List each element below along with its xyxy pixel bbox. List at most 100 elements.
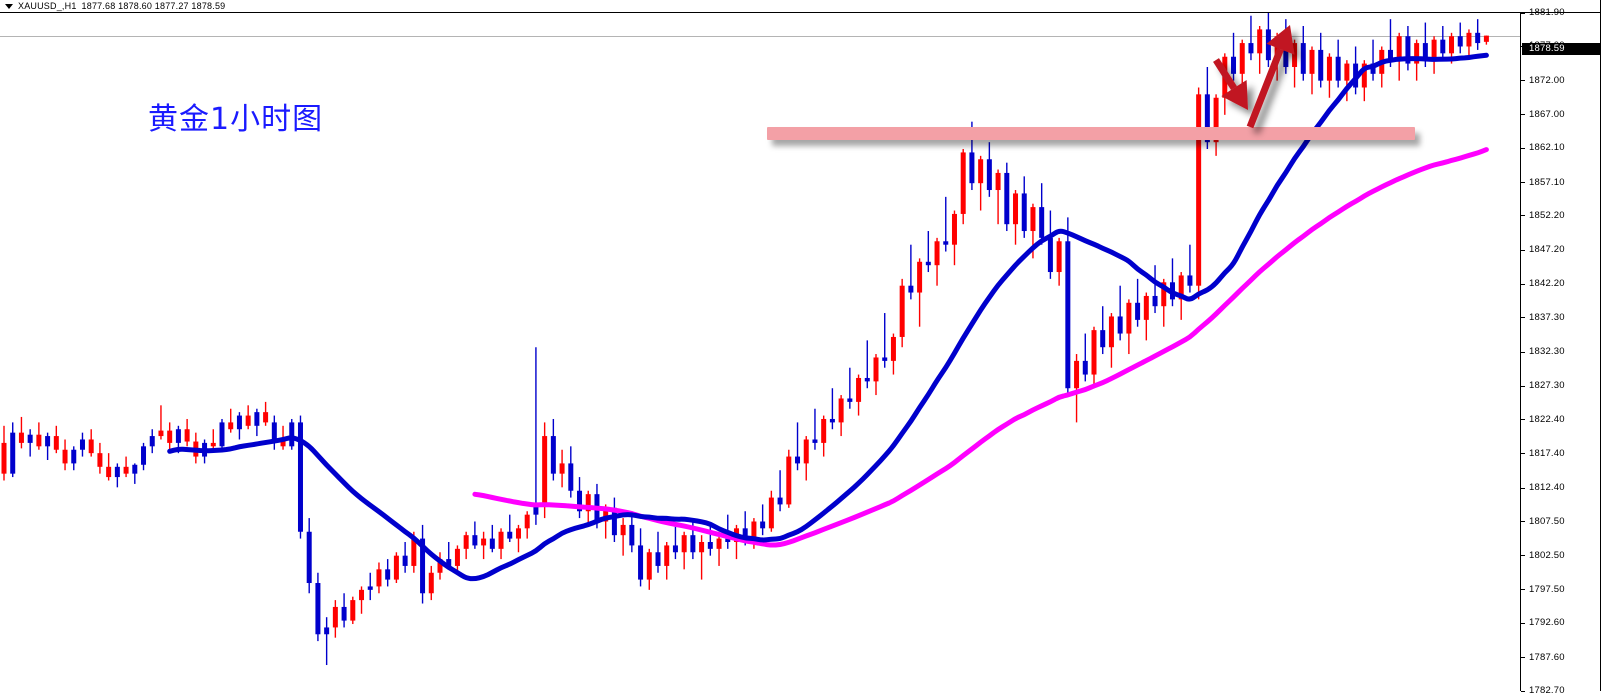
chart-header: XAUUSD_,H1 1877.68 1878.60 1877.27 1878.… (0, 0, 1601, 13)
axis-tick: 1802.50 (1521, 550, 1601, 561)
candle-body (114, 466, 120, 478)
candle-body (925, 261, 931, 266)
tick-label: 1807.50 (1529, 515, 1565, 527)
tick-label: 1862.10 (1529, 142, 1565, 154)
tick-label: 1812.40 (1529, 482, 1565, 493)
candle-body (943, 241, 949, 245)
candle-body (620, 524, 626, 536)
candle-body (324, 627, 330, 635)
candle-body (271, 422, 277, 440)
candle-body (428, 572, 434, 594)
candle-body (707, 542, 713, 549)
candle-body (1213, 97, 1219, 143)
candle-body (1449, 36, 1455, 54)
candle-body (149, 436, 155, 447)
candle-body (1196, 94, 1202, 286)
candle-body (690, 535, 696, 553)
tick-mark (1521, 12, 1525, 14)
candle-body (245, 415, 251, 426)
candle-body (420, 538, 426, 594)
candle-body (768, 497, 774, 529)
candle-body (803, 439, 809, 464)
tick-label: 1857.10 (1529, 176, 1565, 188)
candle-body (1056, 241, 1062, 273)
candle-body (18, 432, 24, 443)
candle-body (890, 336, 896, 361)
candle-body (219, 422, 225, 447)
candle-body (1152, 295, 1158, 307)
current-price-line (0, 35, 1520, 37)
candle-body (27, 434, 33, 443)
candle-body (1318, 49, 1324, 81)
candle-body (638, 545, 644, 580)
candle-body (1222, 56, 1228, 98)
candle-body (1047, 237, 1053, 273)
candle-body (132, 464, 138, 474)
candle-body (899, 285, 905, 337)
candle-body (1248, 43, 1254, 54)
candle-body (1117, 316, 1123, 334)
candle-body (542, 436, 548, 505)
current-price-value: 1878.59 (1529, 43, 1565, 55)
axis-tick: 1857.10 (1521, 177, 1601, 188)
axis-tick: 1797.50 (1521, 584, 1601, 595)
axis-tick: 1792.60 (1521, 617, 1601, 628)
candle-body (986, 159, 992, 191)
candle-body (289, 422, 295, 447)
candle-body (873, 357, 879, 382)
tick-label: 1842.20 (1529, 278, 1565, 290)
candle-body (1004, 172, 1010, 225)
price-plot-area[interactable]: 黄金1小时图 (0, 13, 1520, 691)
candle-body (760, 521, 766, 529)
candle-body (45, 436, 51, 447)
tick-mark (1521, 182, 1525, 183)
tick-mark (1521, 283, 1525, 285)
resistance-band[interactable] (767, 127, 1415, 140)
candle-body (175, 429, 181, 443)
candle-body (123, 466, 129, 474)
candle-body (463, 535, 469, 549)
tick-label: 1822.40 (1529, 413, 1565, 425)
candle-body (1074, 360, 1080, 389)
candle-body (821, 418, 827, 443)
candle-body (960, 152, 966, 214)
tick-label: 1817.40 (1529, 447, 1565, 459)
tick-mark (1521, 622, 1525, 624)
candle-body (1013, 193, 1019, 225)
candle-body (1143, 295, 1149, 320)
candle-body (210, 442, 216, 447)
candle-body (864, 377, 870, 382)
candle-body (524, 514, 530, 529)
candle-body (106, 466, 112, 478)
axis-tick: 1842.20 (1521, 278, 1601, 289)
candle-body (1239, 43, 1245, 74)
tick-label: 1832.30 (1529, 346, 1565, 357)
candle-body (978, 159, 984, 184)
tick-mark (1521, 249, 1525, 251)
price-axis[interactable]: 1881.901877.001872.001867.001862.101857.… (1520, 7, 1601, 696)
axis-tick: 1837.30 (1521, 312, 1601, 323)
candle-body (664, 545, 670, 566)
tick-label: 1792.60 (1529, 617, 1565, 629)
candle-body (751, 521, 757, 539)
tick-label: 1867.00 (1529, 108, 1565, 120)
candle-body (1039, 207, 1045, 238)
candle-body (1100, 330, 1106, 348)
tick-mark (1521, 385, 1525, 387)
candle-body (1292, 43, 1298, 67)
candle-body (1483, 35, 1489, 42)
tick-label: 1827.30 (1529, 380, 1565, 392)
axis-tick: 1827.30 (1521, 380, 1601, 391)
candle-body (1361, 63, 1367, 88)
candle-body (847, 398, 853, 402)
candle-body (88, 439, 94, 454)
candle-body (1274, 36, 1280, 61)
candle-body (498, 531, 504, 549)
candle-body (1431, 39, 1437, 61)
candle-body (934, 241, 940, 266)
axis-tick: 1862.10 (1521, 142, 1601, 153)
chevron-down-icon[interactable] (5, 3, 13, 9)
candle-body (1065, 241, 1071, 389)
candle-body (882, 357, 888, 361)
